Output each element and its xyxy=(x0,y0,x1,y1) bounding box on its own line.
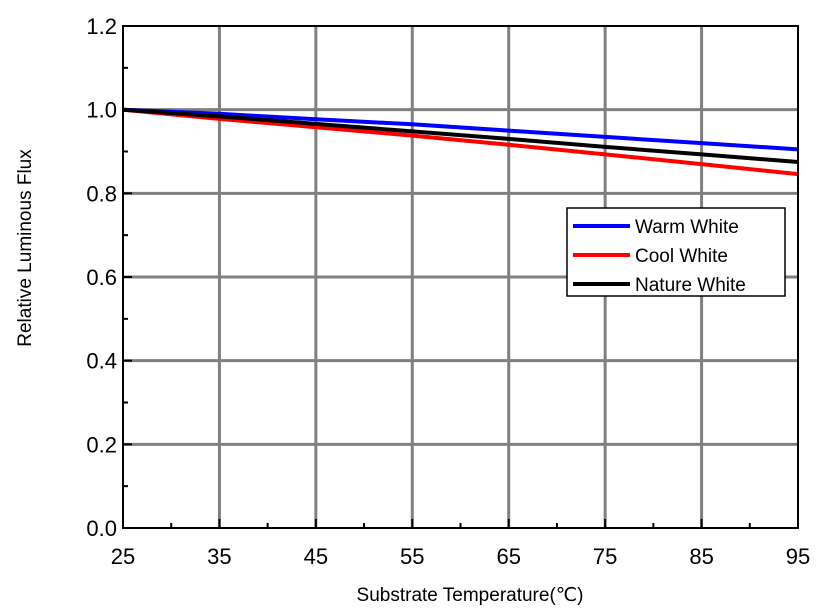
y-tick-label: 1.2 xyxy=(86,14,117,39)
y-axis-title: Relative Luminous Flux xyxy=(15,149,36,347)
y-tick-label: 0.4 xyxy=(86,349,117,374)
legend: Warm White Cool White Nature White xyxy=(566,207,786,297)
x-tick-label: 55 xyxy=(400,544,424,569)
series-line-warm-white xyxy=(122,107,799,152)
y-tick-label: 1.0 xyxy=(86,98,117,123)
x-tick-label: 75 xyxy=(593,544,617,569)
x-tick-label: 35 xyxy=(207,544,231,569)
legend-label-cool-white: Cool White xyxy=(635,246,728,267)
x-tick-label: 95 xyxy=(786,544,810,569)
axis-ticks xyxy=(122,25,799,529)
y-tick-label: 0.6 xyxy=(86,265,117,290)
legend-label-nature-white: Nature White xyxy=(635,275,746,296)
legend-items: Warm White Cool White Nature White xyxy=(573,217,746,296)
series-line-cool-white xyxy=(122,107,799,177)
y-tick-labels: 0.0 0.2 0.4 0.6 0.8 1.0 1.2 xyxy=(86,14,117,541)
x-tick-label: 85 xyxy=(689,544,713,569)
y-tick-label: 0.0 xyxy=(86,516,117,541)
x-axis-title: Substrate Temperature(℃) xyxy=(357,585,584,606)
y-tick-label: 0.8 xyxy=(86,181,117,206)
series-line-nature-white xyxy=(122,107,799,164)
legend-label-warm-white: Warm White xyxy=(635,217,739,238)
x-tick-label: 25 xyxy=(111,544,135,569)
series-lines xyxy=(122,107,799,177)
legend-box xyxy=(566,207,786,297)
y-tick-label: 0.2 xyxy=(86,432,117,457)
x-tick-label: 65 xyxy=(496,544,520,569)
x-tick-label: 45 xyxy=(304,544,328,569)
x-tick-labels: 25 35 45 55 65 75 85 95 xyxy=(111,544,810,569)
